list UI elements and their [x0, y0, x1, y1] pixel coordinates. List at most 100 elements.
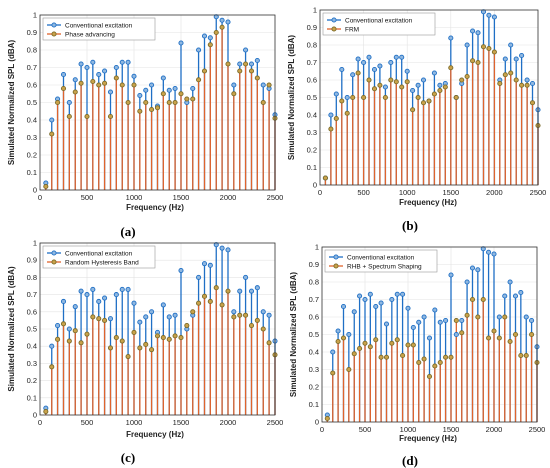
marker-conventional: [78, 61, 84, 67]
marker-compare: [225, 61, 231, 67]
marker-compare: [475, 59, 481, 66]
marker-compare: [160, 91, 166, 97]
marker-compare: [346, 366, 352, 373]
marker-conventional: [60, 298, 67, 305]
marker-conventional: [443, 317, 449, 324]
marker-compare: [529, 331, 535, 338]
marker-compare: [322, 175, 328, 181]
marker-conventional: [475, 30, 481, 36]
marker-conventional: [102, 68, 108, 74]
marker-compare: [491, 328, 497, 334]
marker-compare: [178, 335, 184, 341]
marker-conventional: [207, 35, 213, 41]
marker-compare: [475, 314, 481, 320]
marker-compare: [502, 314, 508, 320]
marker-compare: [470, 58, 476, 64]
marker-compare: [160, 335, 166, 341]
marker-compare: [367, 344, 373, 350]
marker-conventional: [351, 309, 357, 315]
marker-compare: [448, 354, 454, 360]
y-axis-label: Simulated Normalized SPL (dBA): [7, 266, 16, 392]
x-tick-label: 0: [38, 193, 42, 202]
marker-compare: [405, 342, 411, 348]
marker-conventional: [366, 54, 372, 60]
x-tick-label: 1000: [399, 188, 416, 197]
marker-compare: [178, 91, 184, 97]
marker-compare: [254, 317, 260, 323]
legend-marker-compare: [333, 263, 339, 269]
x-tick-label: 2500: [530, 188, 547, 197]
x-tick-label: 1500: [442, 188, 459, 197]
marker-conventional: [254, 57, 260, 64]
y-tick-label: 0.9: [309, 260, 319, 269]
marker-compare: [72, 328, 78, 334]
marker-conventional: [219, 245, 225, 251]
marker-conventional: [328, 112, 334, 118]
marker-compare: [231, 314, 237, 320]
marker-conventional: [60, 71, 67, 78]
marker-conventional: [243, 47, 249, 53]
marker-conventional: [453, 331, 459, 338]
marker-conventional: [523, 314, 529, 320]
marker-conventional: [486, 12, 492, 18]
marker-compare: [248, 323, 255, 329]
marker-compare: [154, 333, 161, 339]
marker-compare: [172, 99, 178, 106]
marker-compare: [102, 80, 108, 86]
legend-label-compare: Random Hysteresis Band: [65, 259, 139, 266]
marker-compare: [486, 45, 492, 52]
x-tick-label: 1500: [173, 193, 190, 202]
marker-compare: [43, 409, 49, 415]
marker-compare: [219, 302, 225, 308]
marker-compare: [378, 354, 384, 360]
marker-conventional: [361, 59, 367, 66]
marker-compare: [201, 293, 208, 299]
marker-compare: [237, 312, 243, 318]
marker-compare: [377, 82, 383, 88]
marker-conventional: [388, 59, 394, 66]
legend: Conventional excitation Phase advancing: [42, 17, 156, 41]
legend-marker-compare: [51, 259, 57, 265]
y-tick-label: 0.1: [309, 400, 319, 409]
marker-compare: [415, 94, 421, 101]
y-tick-label: 0.6: [309, 313, 319, 322]
marker-conventional: [502, 293, 508, 299]
marker-compare: [84, 113, 90, 120]
marker-conventional: [78, 288, 84, 294]
marker-conventional: [149, 309, 155, 315]
marker-conventional: [113, 64, 119, 71]
marker-conventional: [160, 75, 166, 81]
marker-compare: [260, 326, 266, 332]
marker-conventional: [172, 312, 178, 318]
marker-compare: [340, 335, 347, 341]
y-axis-label: Simulated Normalized SPL (dBA): [289, 272, 298, 398]
marker-compare: [480, 44, 487, 50]
marker-compare: [437, 87, 443, 94]
y-tick-label: 0.4: [27, 116, 37, 125]
marker-conventional: [166, 87, 172, 93]
marker-conventional: [190, 85, 196, 92]
marker-conventional: [431, 70, 437, 76]
marker-conventional: [507, 279, 513, 285]
y-tick-label: 0.2: [27, 151, 37, 160]
marker-compare: [172, 333, 178, 339]
marker-compare: [243, 312, 249, 318]
marker-conventional: [96, 71, 102, 78]
y-tick-label: 0.7: [27, 63, 37, 72]
marker-conventional: [459, 317, 465, 324]
marker-conventional: [66, 326, 72, 332]
marker-compare: [388, 77, 394, 83]
marker-conventional: [231, 82, 237, 88]
panel-label-d: (d): [402, 453, 418, 468]
legend-label-compare: RHB + Spectrum Shaping: [347, 263, 422, 270]
legend-box: [42, 245, 156, 269]
marker-compare: [400, 352, 406, 359]
marker-conventional: [178, 267, 184, 274]
axes-frame: [319, 9, 539, 186]
marker-conventional: [529, 317, 535, 324]
marker-conventional: [362, 296, 368, 303]
marker-compare: [529, 100, 536, 106]
marker-conventional: [513, 56, 519, 62]
y-tick-label: 0.4: [307, 111, 317, 120]
marker-conventional: [335, 328, 341, 334]
